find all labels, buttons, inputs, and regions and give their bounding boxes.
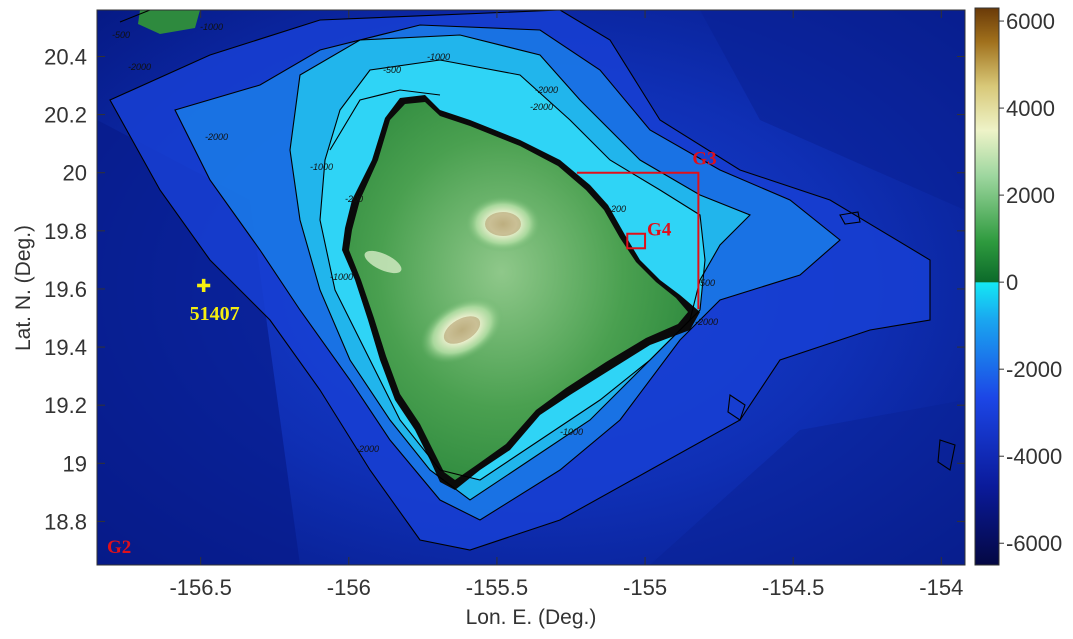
y-tick-label: 20.4: [44, 44, 87, 69]
contour-label: -500: [697, 278, 715, 288]
deep-ocean-southeast: [650, 400, 965, 565]
y-tick-label: 19.8: [44, 219, 87, 244]
x-tick-label: -155: [623, 575, 667, 600]
contour-label: -200: [608, 204, 626, 214]
station-marker-icon: ✚: [196, 276, 211, 297]
x-axis: -156.5 -156 -155.5 -155 -154.5 -154: [169, 10, 963, 600]
contour-500: [319, 59, 706, 481]
colorbar-tick-label: -6000: [1006, 531, 1062, 556]
contour-200: [329, 89, 441, 151]
x-axis-title: Lon. E. (Deg.): [466, 606, 597, 629]
grid-g2-label: G2: [107, 537, 131, 558]
contour-deep: [109, 10, 931, 551]
contour-2000: [174, 24, 841, 521]
big-island-land: [349, 102, 688, 480]
contour-label: -500: [112, 30, 130, 40]
x-tick-label: -155.5: [466, 575, 528, 600]
contour-seamount-2: [727, 394, 746, 421]
y-tick-label: 19: [63, 451, 87, 476]
contour-label: -500: [383, 65, 401, 75]
contour-label: -1000: [310, 162, 333, 172]
colorbar-tick-label: 2000: [1006, 183, 1055, 208]
contour-label-group: -500 -1000 -2000 -500 -1000 -2000 -2000 …: [112, 22, 718, 454]
contour-label: -1000: [330, 272, 353, 282]
y-tick-label: 18.8: [44, 509, 87, 534]
x-tick-label: -156: [327, 575, 371, 600]
maui-land: [138, 10, 200, 34]
colorbar-ticks: 6000 4000 2000 0 -2000 -4000 -6000: [999, 9, 1062, 556]
mauna-loa-peak: [443, 316, 481, 344]
grid-g3-label: G3: [692, 149, 716, 170]
colorbar: [974, 7, 1000, 566]
contour-label: -2000: [530, 102, 553, 112]
contour-label: -2000: [128, 62, 151, 72]
hualalai-summit: [364, 250, 402, 274]
y-tick-label: 20.2: [44, 103, 87, 128]
y-tick-label: 19.6: [44, 277, 87, 302]
contour-seamount-3: [937, 439, 956, 471]
x-tick-label: -154: [919, 575, 963, 600]
colorbar-tick-label: 6000: [1006, 9, 1055, 34]
x-tick-label: -154.5: [762, 575, 824, 600]
plot-frame: [96, 9, 966, 566]
y-tick-label: 20: [63, 161, 87, 186]
grid-g4-box: [626, 232, 647, 250]
y-axis-title: Lat. N. (Deg.): [12, 225, 35, 351]
deep-ocean-northeast: [700, 10, 965, 210]
colorbar-tick-label: -4000: [1006, 444, 1062, 469]
colorbar-tick-label: 0: [1006, 270, 1018, 295]
contour-seamount: [839, 211, 861, 225]
grid-g3-box: [576, 171, 700, 310]
colorbar-tick-label: 4000: [1006, 96, 1055, 121]
contour-label: -200: [345, 194, 363, 204]
y-tick-label: 19.4: [44, 335, 87, 360]
grid-g4-label: G4: [647, 220, 672, 241]
contour-label: -1000: [200, 22, 223, 32]
station-label: 51407: [190, 303, 240, 325]
contour-label: -1000: [560, 427, 583, 437]
contour-label: -2000: [356, 444, 379, 454]
y-tick-label: 19.2: [44, 393, 87, 418]
contour-maui: [119, 10, 151, 23]
contour-label: -2000: [535, 85, 558, 95]
colorbar-tick-label: -2000: [1006, 357, 1062, 382]
contour-label: -2000: [695, 317, 718, 327]
x-tick-label: -156.5: [169, 575, 231, 600]
map-plot: -500 -1000 -2000 -500 -1000 -2000 -2000 …: [97, 10, 965, 565]
contour-label: -1000: [427, 52, 450, 62]
contour-lines: [109, 10, 956, 551]
mauna-kea-peak: [485, 212, 521, 236]
contour-label: -2000: [205, 132, 228, 142]
y-axis: 20.4 20.2 20 19.8 19.6 19.4 19.2 19 18.8: [44, 44, 965, 534]
